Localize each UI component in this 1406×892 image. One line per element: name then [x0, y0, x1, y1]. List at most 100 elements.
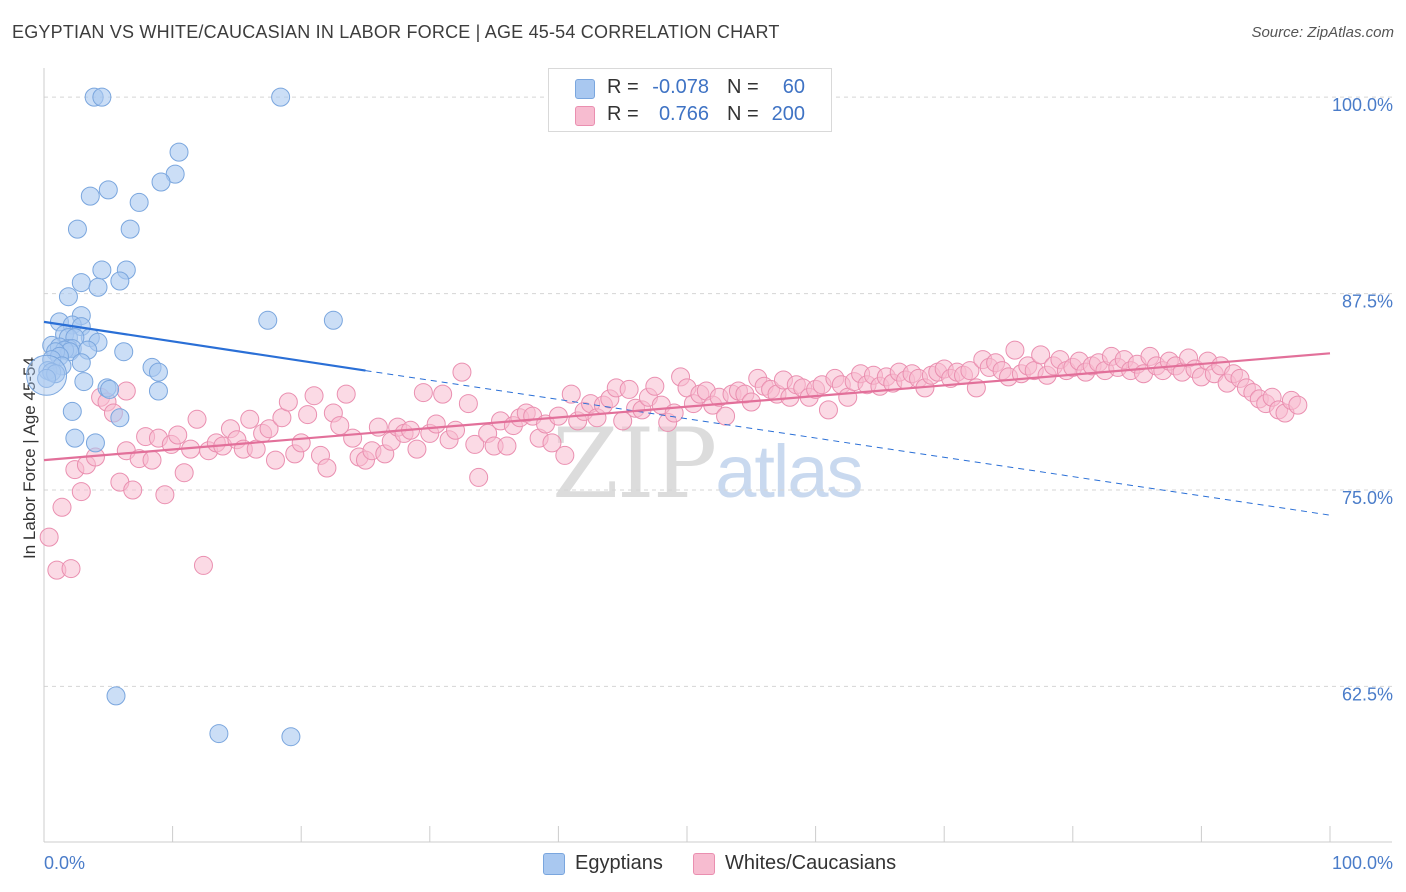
- legend-n-label: N =: [727, 76, 759, 98]
- whites-point: [452, 362, 472, 382]
- egyptians-point: [100, 379, 120, 399]
- whites-point: [497, 436, 517, 456]
- whites-point: [304, 386, 324, 406]
- whites-point: [174, 463, 194, 483]
- whites-point: [193, 555, 213, 575]
- egyptians-point: [88, 277, 108, 297]
- whites-legend-swatch: [693, 853, 715, 875]
- whites-point: [446, 420, 466, 440]
- source-credit: Source: ZipAtlas.com: [1251, 24, 1394, 41]
- whites-point: [465, 434, 485, 454]
- whites-point: [336, 384, 356, 404]
- whites-point: [469, 467, 489, 487]
- whites-point: [278, 392, 298, 412]
- egyptians-point: [98, 180, 118, 200]
- egyptians-point: [110, 271, 130, 291]
- legend-r-label: R =: [607, 76, 639, 98]
- whites-point: [291, 433, 311, 453]
- whites-point: [1005, 340, 1025, 360]
- whites-point: [265, 450, 285, 470]
- whites-point: [123, 480, 143, 500]
- watermark: ZIPatlas: [552, 408, 864, 520]
- egyptians-legend-label: Egyptians: [575, 852, 663, 874]
- whites-point: [407, 439, 427, 459]
- whites-point: [1031, 345, 1051, 365]
- whites-point: [561, 384, 581, 404]
- egyptians-point: [110, 408, 130, 428]
- whites-point: [71, 482, 91, 502]
- whites-point: [818, 400, 838, 420]
- whites-point: [61, 559, 81, 579]
- whites-point: [298, 405, 318, 425]
- correlation-legend: R = -0.078 N = 60 R = 0.766 N = 200: [548, 68, 832, 132]
- whites-point: [542, 433, 562, 453]
- egyptians-point: [26, 354, 68, 396]
- egyptians-point: [106, 686, 126, 706]
- whites-point: [413, 383, 433, 403]
- egyptians-point: [169, 142, 189, 162]
- trend-lines: [43, 320, 1331, 516]
- legend-n-value: 60: [782, 76, 805, 98]
- egyptians-point: [71, 353, 91, 373]
- whites-points: [39, 340, 1308, 580]
- egyptians-point: [258, 310, 278, 330]
- egyptians-point: [151, 172, 171, 192]
- egyptians-point: [92, 260, 112, 280]
- egyptians-point: [71, 273, 91, 293]
- y-tick-label: 62.5%: [1342, 684, 1393, 704]
- egyptians-point: [209, 724, 229, 744]
- egyptians-point: [80, 186, 100, 206]
- legend-n-label: N =: [727, 103, 759, 125]
- axes: [43, 68, 1392, 843]
- whites-point: [116, 381, 136, 401]
- watermark-atlas: atlas: [715, 430, 863, 513]
- legend-r-value: -0.078: [652, 76, 709, 98]
- tick-labels: 100.0% 87.5% 75.0% 62.5% 0.0% 100.0%: [44, 95, 1393, 873]
- egyptians-point: [120, 219, 140, 239]
- egyptians-point: [65, 428, 85, 448]
- whites-point: [343, 428, 363, 448]
- egyptians-trend-dashed: [365, 370, 1331, 516]
- x-tick-label-max: 100.0%: [1332, 853, 1393, 873]
- whites-point: [960, 361, 980, 381]
- egyptians-point: [323, 310, 343, 330]
- whites-point: [555, 445, 575, 465]
- whites-legend-label: Whites/Caucasians: [725, 852, 897, 874]
- whites-trend-line: [43, 352, 1331, 462]
- whites-point: [187, 409, 207, 429]
- whites-point: [240, 409, 260, 429]
- egyptians-point: [281, 727, 301, 747]
- whites-point: [155, 485, 175, 505]
- whites-point: [458, 394, 478, 414]
- egyptians-point: [114, 342, 134, 362]
- whites-point: [142, 450, 162, 470]
- egyptians-point: [148, 362, 168, 382]
- egyptians-swatch: [575, 79, 595, 99]
- egyptians-point: [85, 433, 105, 453]
- legend-row-egyptians: R = -0.078 N = 60: [549, 75, 831, 101]
- legend-r-value: 0.766: [658, 103, 709, 125]
- whites-point: [39, 527, 59, 547]
- egyptians-point: [92, 87, 112, 107]
- egyptians-point: [62, 401, 82, 421]
- whites-point: [716, 406, 736, 426]
- legend-r-label: R =: [607, 103, 639, 125]
- whites-point: [619, 379, 639, 399]
- whites-point: [433, 384, 453, 404]
- y-tick-label: 75.0%: [1342, 488, 1393, 508]
- egyptians-point: [67, 219, 87, 239]
- chart-title: EGYPTIAN VS WHITE/CAUCASIAN IN LABOR FOR…: [12, 22, 780, 42]
- whites-point: [52, 497, 72, 517]
- y-tick-label: 100.0%: [1332, 95, 1393, 115]
- whites-point: [1288, 395, 1308, 415]
- legend-n-value: 200: [771, 103, 805, 125]
- whites-point: [259, 419, 279, 439]
- egyptians-point: [37, 368, 57, 388]
- y-tick-label: 87.5%: [1342, 292, 1393, 312]
- whites-point: [168, 425, 188, 445]
- whites-point: [426, 414, 446, 434]
- whites-point: [317, 458, 337, 478]
- egyptians-point: [129, 192, 149, 212]
- egyptians-point: [271, 87, 291, 107]
